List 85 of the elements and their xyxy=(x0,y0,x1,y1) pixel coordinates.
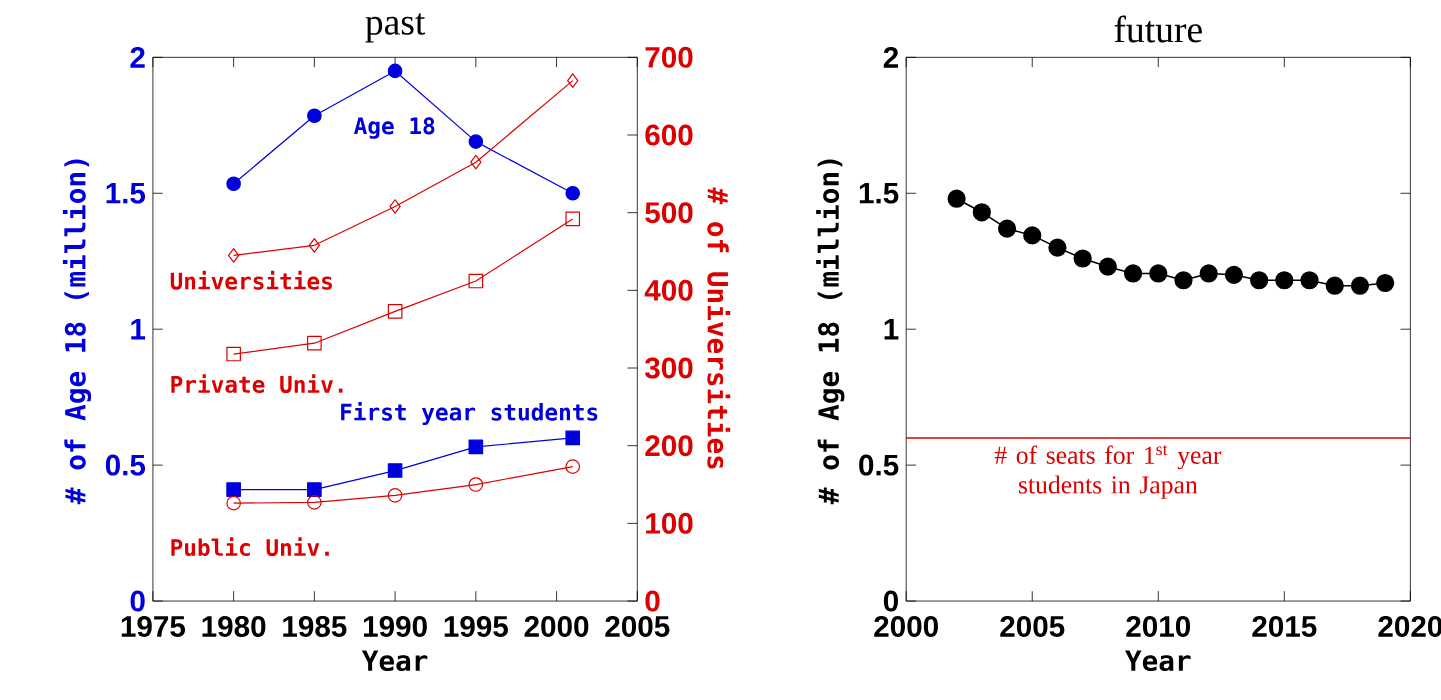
y2-tick-label: 100 xyxy=(646,512,693,534)
y2-tick-label: 700 xyxy=(645,46,693,68)
point xyxy=(307,495,322,510)
series-label: First year students xyxy=(341,401,598,426)
y-tick-label: 2 xyxy=(130,47,145,68)
y-tick-label: 0.5 xyxy=(859,454,899,476)
y2-tick-label: 400 xyxy=(644,279,693,301)
point xyxy=(387,463,403,478)
point xyxy=(226,495,241,511)
point xyxy=(468,439,484,455)
x-tick-label: 2000 xyxy=(874,615,938,637)
y2-tick-label: 0 xyxy=(645,590,660,612)
point xyxy=(1048,238,1067,257)
point xyxy=(1275,271,1294,290)
x-tick-label: 1975 xyxy=(121,615,186,637)
point xyxy=(1023,226,1042,245)
point xyxy=(1300,271,1319,290)
chart-title: future xyxy=(1114,15,1202,43)
point xyxy=(468,134,484,149)
point xyxy=(565,211,581,227)
point xyxy=(226,176,241,192)
point xyxy=(947,189,966,208)
y-tick-label: 1.5 xyxy=(859,182,899,204)
point xyxy=(226,346,241,362)
x-tick-label: 2005 xyxy=(1000,615,1065,637)
y-tick-label: 1 xyxy=(131,319,146,340)
y-axis-title: # of Age 18 (million) xyxy=(816,159,845,505)
y2-tick-label: 600 xyxy=(645,124,693,146)
y2-tick-label: 500 xyxy=(645,202,693,224)
y-tick-label: 0 xyxy=(883,590,898,612)
point xyxy=(1123,264,1143,283)
point xyxy=(387,63,403,79)
y-tick-label: 1.5 xyxy=(106,182,146,204)
point xyxy=(307,482,322,497)
point xyxy=(1325,276,1344,295)
y-axis-title: # of Age 18 (million) xyxy=(62,159,92,505)
point xyxy=(228,248,240,263)
point xyxy=(565,430,581,446)
point xyxy=(1224,265,1244,284)
y-tick-label: 1 xyxy=(884,319,899,340)
x-tick-label: 1995 xyxy=(444,615,508,637)
series-label: Private Univ. xyxy=(171,374,343,394)
point xyxy=(567,73,579,89)
x-tick-label: 1990 xyxy=(363,615,427,637)
ref-line-label: # of seats for 1$^{st}$ year students in Japan xyxy=(994,444,1222,499)
y-tick-label: 2 xyxy=(883,47,899,68)
x-tick-label: 1980 xyxy=(202,615,266,637)
y-tick-label: 0 xyxy=(130,590,145,612)
point xyxy=(387,304,403,319)
point xyxy=(1098,257,1117,276)
chart-title: past xyxy=(365,13,426,43)
y-tick-label: 0.5 xyxy=(105,454,146,476)
point xyxy=(468,477,484,492)
point xyxy=(1250,271,1269,290)
series-label: Public Univ. xyxy=(171,537,329,557)
y2-axis-title: # of Universities xyxy=(707,187,731,469)
series-label: Age 18 xyxy=(354,117,435,139)
point xyxy=(997,219,1017,238)
point xyxy=(1376,273,1395,293)
point xyxy=(565,459,581,475)
point xyxy=(470,154,482,170)
x-tick-label: 1985 xyxy=(283,615,347,637)
x-tick-label: 2010 xyxy=(1126,615,1191,637)
point xyxy=(307,108,322,124)
point xyxy=(1174,271,1193,290)
point xyxy=(308,238,321,253)
point xyxy=(1073,249,1092,268)
x-tick-label: 2000 xyxy=(524,615,589,637)
point xyxy=(387,488,403,503)
point xyxy=(1149,264,1168,283)
point xyxy=(972,203,991,222)
y2-tick-label: 300 xyxy=(644,357,693,379)
point xyxy=(1350,276,1370,295)
y2-tick-label: 200 xyxy=(645,435,693,457)
x-tick-label: 2015 xyxy=(1252,615,1317,637)
point xyxy=(307,335,322,351)
point xyxy=(389,199,401,214)
point xyxy=(226,482,241,497)
series-label: Universities xyxy=(170,270,332,290)
point xyxy=(1199,264,1218,283)
point xyxy=(468,273,484,289)
point xyxy=(565,185,581,201)
x-axis-title: Year xyxy=(361,650,428,672)
x-axis-title: Year xyxy=(1125,650,1191,672)
x-tick-label: 2005 xyxy=(605,615,670,637)
